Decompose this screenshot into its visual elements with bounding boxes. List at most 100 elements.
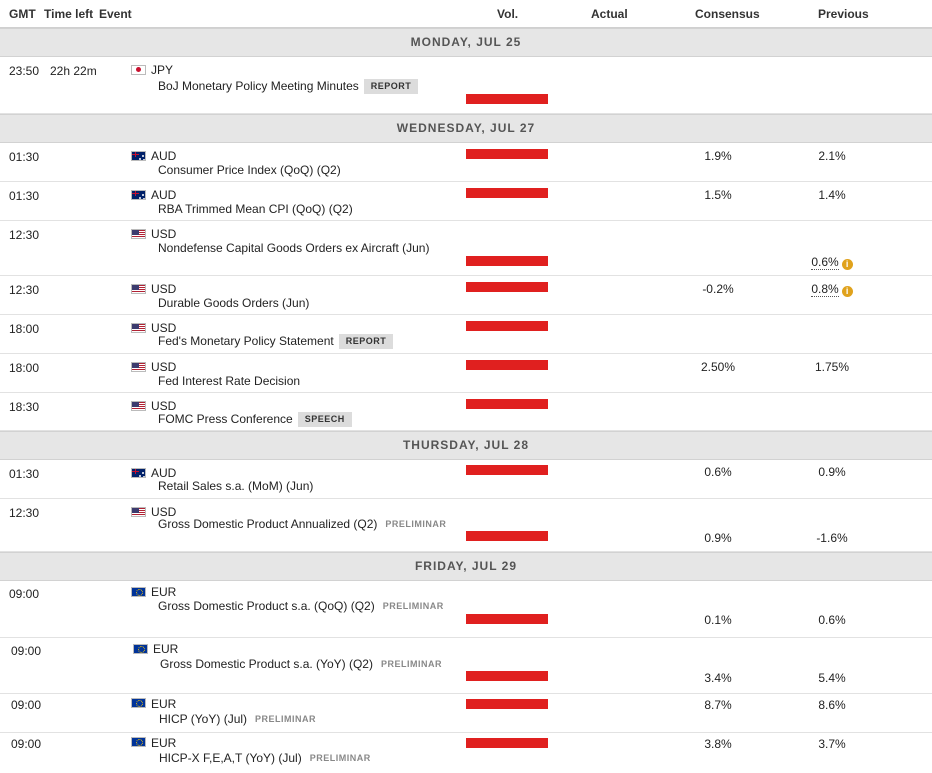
event-row[interactable]: 18:00 USD Fed's Monetary Policy Statemen… <box>0 315 932 354</box>
event-time: 01:30 <box>9 189 40 203</box>
event-name[interactable]: Fed Interest Rate Decision <box>158 374 301 388</box>
previous-value: 3.7% <box>818 737 846 751</box>
event-name[interactable]: HICP (YoY) (Jul) PRELIMINAR <box>159 712 316 726</box>
event-row[interactable]: 12:30 USD Gross Domestic Product Annuali… <box>0 499 932 552</box>
event-time: 12:30 <box>9 506 40 520</box>
volatility-bar <box>466 94 548 104</box>
eu-flag-icon <box>131 587 146 597</box>
event-name[interactable]: Gross Domestic Product Annualized (Q2) PR… <box>158 517 446 531</box>
consensus-value: 0.9% <box>704 531 732 545</box>
event-row[interactable]: 12:30 USD Durable Goods Orders (Jun) -0.… <box>0 276 932 315</box>
volatility-bar <box>466 465 548 475</box>
consensus-value: 3.8% <box>704 737 732 751</box>
header-gmt[interactable]: GMT <box>9 7 36 21</box>
previous-value: 5.4% <box>818 671 846 685</box>
info-icon[interactable]: i <box>841 286 853 297</box>
eu-flag-icon <box>131 737 146 747</box>
event-name[interactable]: Nondefense Capital Goods Orders ex Aircr… <box>158 241 430 255</box>
header-actual[interactable]: Actual <box>591 7 628 21</box>
event-row[interactable]: 09:00 EUR Gross Domestic Product s.a. (Q… <box>0 581 932 638</box>
previous-value: 1.4% <box>818 188 846 202</box>
event-name[interactable]: BoJ Monetary Policy Meeting Minutes REPOR… <box>158 79 419 94</box>
event-name-text: Fed's Monetary Policy Statement <box>158 334 334 348</box>
us-flag-icon <box>131 229 146 239</box>
event-name[interactable]: HICP-X F,E,A,T (YoY) (Jul) PRELIMINAR <box>159 751 371 765</box>
event-name[interactable]: Retail Sales s.a. (MoM) (Jun) <box>158 479 314 493</box>
event-row[interactable]: 09:00 EUR HICP (YoY) (Jul) PRELIMINAR 8.7… <box>0 694 932 733</box>
info-icon[interactable]: i <box>841 259 853 270</box>
eu-flag-icon <box>131 698 146 708</box>
previous-value-text: 0.8% <box>811 282 839 297</box>
speech-tag[interactable]: SPEECH <box>297 412 352 427</box>
consensus-value: 2.50% <box>700 360 736 374</box>
report-tag[interactable]: REPORT <box>338 334 394 349</box>
preliminary-tag: PRELIMINAR <box>309 753 371 763</box>
previous-value[interactable]: 0.6% i <box>792 255 872 270</box>
event-name[interactable]: Durable Goods Orders (Jun) <box>158 296 310 310</box>
event-row[interactable]: 09:00 EUR HICP-X F,E,A,T (YoY) (Jul) PREL… <box>0 733 932 773</box>
event-time: 18:30 <box>9 400 40 414</box>
event-time: 09:00 <box>11 737 42 751</box>
volatility-bar <box>466 188 548 198</box>
event-row[interactable]: 12:30 USD Nondefense Capital Goods Order… <box>0 221 932 276</box>
event-currency: USD <box>151 505 177 519</box>
au-flag-icon <box>131 468 146 478</box>
event-currency: AUD <box>151 188 177 202</box>
au-flag-icon <box>131 190 146 200</box>
event-row[interactable]: 18:00 USD Fed Interest Rate Decision 2.5… <box>0 354 932 393</box>
volatility-bar <box>466 531 548 541</box>
event-name[interactable]: Gross Domestic Product s.a. (YoY) (Q2) PR… <box>160 657 442 671</box>
header-time-left[interactable]: Time left <box>44 7 94 21</box>
table-header: GMT Time left Event Vol. Actual Consensu… <box>0 0 932 28</box>
consensus-value: 0.6% <box>704 465 732 479</box>
previous-value: 2.1% <box>818 149 846 163</box>
day-header: MONDAY, JUL 25 <box>0 28 932 57</box>
event-currency: USD <box>151 321 177 335</box>
volatility-bar <box>466 614 548 624</box>
header-previous[interactable]: Previous <box>818 7 869 21</box>
header-event[interactable]: Event <box>99 7 132 21</box>
previous-value: 1.75% <box>814 360 850 374</box>
event-row[interactable]: 09:00 EUR Gross Domestic Product s.a. (Y… <box>0 638 932 694</box>
event-row[interactable]: 01:30 AUD RBA Trimmed Mean CPI (QoQ) (Q2… <box>0 182 932 221</box>
event-currency: USD <box>151 282 177 296</box>
jp-flag-icon <box>131 65 146 75</box>
event-currency: USD <box>151 399 177 413</box>
event-currency: EUR <box>153 642 179 656</box>
event-name-text: Gross Domestic Product Annualized (Q2) <box>158 517 378 531</box>
preliminary-tag: PRELIMINAR <box>382 601 444 611</box>
volatility-bar <box>466 321 548 331</box>
previous-value: -1.6% <box>816 531 848 545</box>
previous-value: 0.6% <box>818 613 846 627</box>
day-header: THURSDAY, JUL 28 <box>0 431 932 460</box>
event-time: 23:50 <box>9 64 40 78</box>
event-currency: JPY <box>151 63 174 77</box>
consensus-value: 3.4% <box>704 671 732 685</box>
event-name-text: Gross Domestic Product s.a. (YoY) (Q2) <box>160 657 373 671</box>
header-vol[interactable]: Vol. <box>497 7 519 21</box>
event-row[interactable]: 01:30 AUD Consumer Price Index (QoQ) (Q2… <box>0 143 932 182</box>
event-name-text: Gross Domestic Product s.a. (QoQ) (Q2) <box>158 599 375 613</box>
event-row[interactable]: 18:30 USD FOMC Press Conference SPEECH <box>0 393 932 431</box>
preliminary-tag: PRELIMINAR <box>380 659 442 669</box>
event-currency: EUR <box>151 585 177 599</box>
event-name[interactable]: FOMC Press Conference SPEECH <box>158 412 352 427</box>
event-row[interactable]: 23:50 22h 22m JPY BoJ Monetary Policy Me… <box>0 57 932 114</box>
event-name[interactable]: RBA Trimmed Mean CPI (QoQ) (Q2) <box>158 202 353 216</box>
header-consensus[interactable]: Consensus <box>695 7 760 21</box>
event-row[interactable]: 01:30 AUD Retail Sales s.a. (MoM) (Jun) … <box>0 460 932 499</box>
consensus-value: 1.9% <box>704 149 732 163</box>
us-flag-icon <box>131 323 146 333</box>
event-name[interactable]: Fed's Monetary Policy Statement REPORT <box>158 334 394 349</box>
event-currency: AUD <box>151 466 177 480</box>
previous-value[interactable]: 0.8% i <box>792 282 872 297</box>
volatility-bar <box>466 399 548 409</box>
event-name[interactable]: Gross Domestic Product s.a. (QoQ) (Q2) PR… <box>158 599 444 613</box>
event-name[interactable]: Consumer Price Index (QoQ) (Q2) <box>158 163 341 177</box>
preliminary-tag: PRELIMINAR <box>385 519 447 529</box>
previous-value: 8.6% <box>818 698 846 712</box>
event-time: 12:30 <box>9 283 40 297</box>
report-tag[interactable]: REPORT <box>363 79 419 94</box>
event-time: 01:30 <box>9 150 40 164</box>
event-currency: EUR <box>151 736 177 750</box>
